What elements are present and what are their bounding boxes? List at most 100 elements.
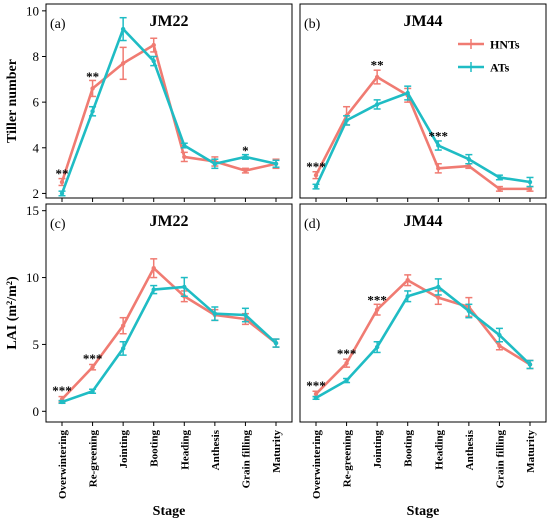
- significance-marker: ***: [83, 351, 103, 366]
- data-point: [313, 184, 319, 189]
- significance-marker: *: [242, 143, 249, 158]
- series-hnts: [58, 258, 280, 403]
- data-point: [436, 284, 441, 290]
- data-point: [120, 346, 126, 351]
- data-point: [466, 157, 472, 162]
- panel-letter: (a): [50, 17, 66, 32]
- y-tick-label: 15: [26, 203, 39, 218]
- panel-p3: 0 5 10 15 Overwintering Re-greening Jointing Bo…: [5, 203, 293, 519]
- data-point: [273, 340, 279, 346]
- x-tick-label: Grain filling: [494, 430, 506, 489]
- data-point: [182, 143, 187, 148]
- legend-label: HNTs: [490, 38, 520, 52]
- data-point: [497, 332, 502, 338]
- data-point: [59, 191, 65, 196]
- data-point: [90, 86, 95, 91]
- significance-marker: ***: [306, 159, 326, 174]
- data-point: [151, 58, 156, 64]
- panel-p4: Overwintering Re-greening Jointing Booting H…: [299, 203, 547, 519]
- data-point: [436, 295, 441, 300]
- panel-frame: [299, 3, 547, 199]
- data-point: [212, 311, 218, 316]
- x-tick-label: Grain filling: [240, 430, 252, 489]
- y-tick-label: 2: [33, 186, 40, 201]
- x-axis-title: Stage: [153, 504, 186, 519]
- panel-frame: [299, 203, 547, 423]
- data-point: [243, 154, 248, 160]
- x-tick-label: Booting: [403, 430, 415, 467]
- data-point: [59, 399, 65, 405]
- data-point: [405, 90, 410, 96]
- panel-letter: (d): [304, 217, 321, 232]
- series-ats: [312, 278, 534, 401]
- data-point: [313, 172, 319, 178]
- data-point: [313, 395, 319, 401]
- x-tick-label: Maturity: [271, 430, 283, 473]
- data-point: [497, 186, 502, 192]
- panel-frame: [45, 3, 293, 199]
- data-point: [436, 166, 441, 171]
- y-tick-label: 4: [33, 140, 40, 155]
- y-tick-label: 0: [33, 404, 40, 419]
- x-tick-label: Jointing: [118, 430, 130, 469]
- data-point: [497, 343, 502, 348]
- data-point: [405, 294, 410, 299]
- series-line: [315, 285, 531, 400]
- x-tick-label: Anthesis: [210, 429, 222, 470]
- series-line: [60, 27, 277, 194]
- series-line: [60, 43, 277, 183]
- panel-title: JM44: [403, 13, 442, 30]
- data-point: [90, 364, 95, 370]
- x-tick-label: Jointing: [372, 430, 384, 469]
- x-tick-label: Booting: [149, 430, 161, 467]
- series-line: [61, 266, 277, 401]
- data-point: [527, 362, 533, 367]
- data-point: [243, 312, 248, 318]
- data-point: [527, 179, 533, 185]
- significance-marker: ***: [367, 292, 387, 307]
- x-tick-label: Overwintering: [311, 430, 323, 500]
- significance-marker: **: [371, 58, 384, 73]
- data-point: [120, 323, 126, 328]
- panel-frame: [45, 203, 293, 423]
- series-line: [315, 278, 531, 395]
- x-tick-label: Anthesis: [464, 429, 476, 470]
- data-point: [405, 278, 410, 283]
- y-tick-label: 10: [26, 3, 39, 18]
- x-tick-label: Overwintering: [57, 430, 69, 500]
- data-point: [344, 378, 349, 383]
- data-point: [436, 143, 441, 148]
- x-tick-label: Heading: [179, 430, 191, 470]
- series-ats: [312, 85, 534, 190]
- panel-letter: (b): [304, 17, 321, 32]
- series-line: [314, 75, 530, 191]
- x-tick-label: Re-greening: [88, 430, 100, 488]
- significance-marker: ***: [337, 346, 357, 361]
- data-point: [374, 344, 380, 350]
- data-point: [344, 118, 349, 123]
- significance-marker: **: [86, 69, 99, 84]
- panel-title: JM44: [403, 213, 442, 230]
- data-point: [374, 307, 380, 312]
- data-point: [182, 284, 187, 290]
- significance-marker: ***: [306, 378, 326, 393]
- x-tick-label: Re-greening: [342, 430, 354, 488]
- data-point: [466, 163, 472, 169]
- y-axis-title: Tiller number: [5, 59, 20, 143]
- legend: HNTs ATs: [458, 38, 520, 75]
- data-point: [497, 175, 502, 180]
- data-point: [374, 74, 380, 80]
- data-point: [120, 61, 126, 66]
- data-point: [527, 186, 533, 192]
- data-point: [151, 265, 156, 271]
- series-ats: [58, 16, 280, 197]
- data-point: [313, 391, 319, 397]
- data-point: [212, 161, 218, 166]
- data-point: [344, 360, 349, 366]
- x-tick-label: Heading: [433, 430, 445, 470]
- data-point: [59, 179, 65, 185]
- y-tick-label: 6: [33, 95, 40, 110]
